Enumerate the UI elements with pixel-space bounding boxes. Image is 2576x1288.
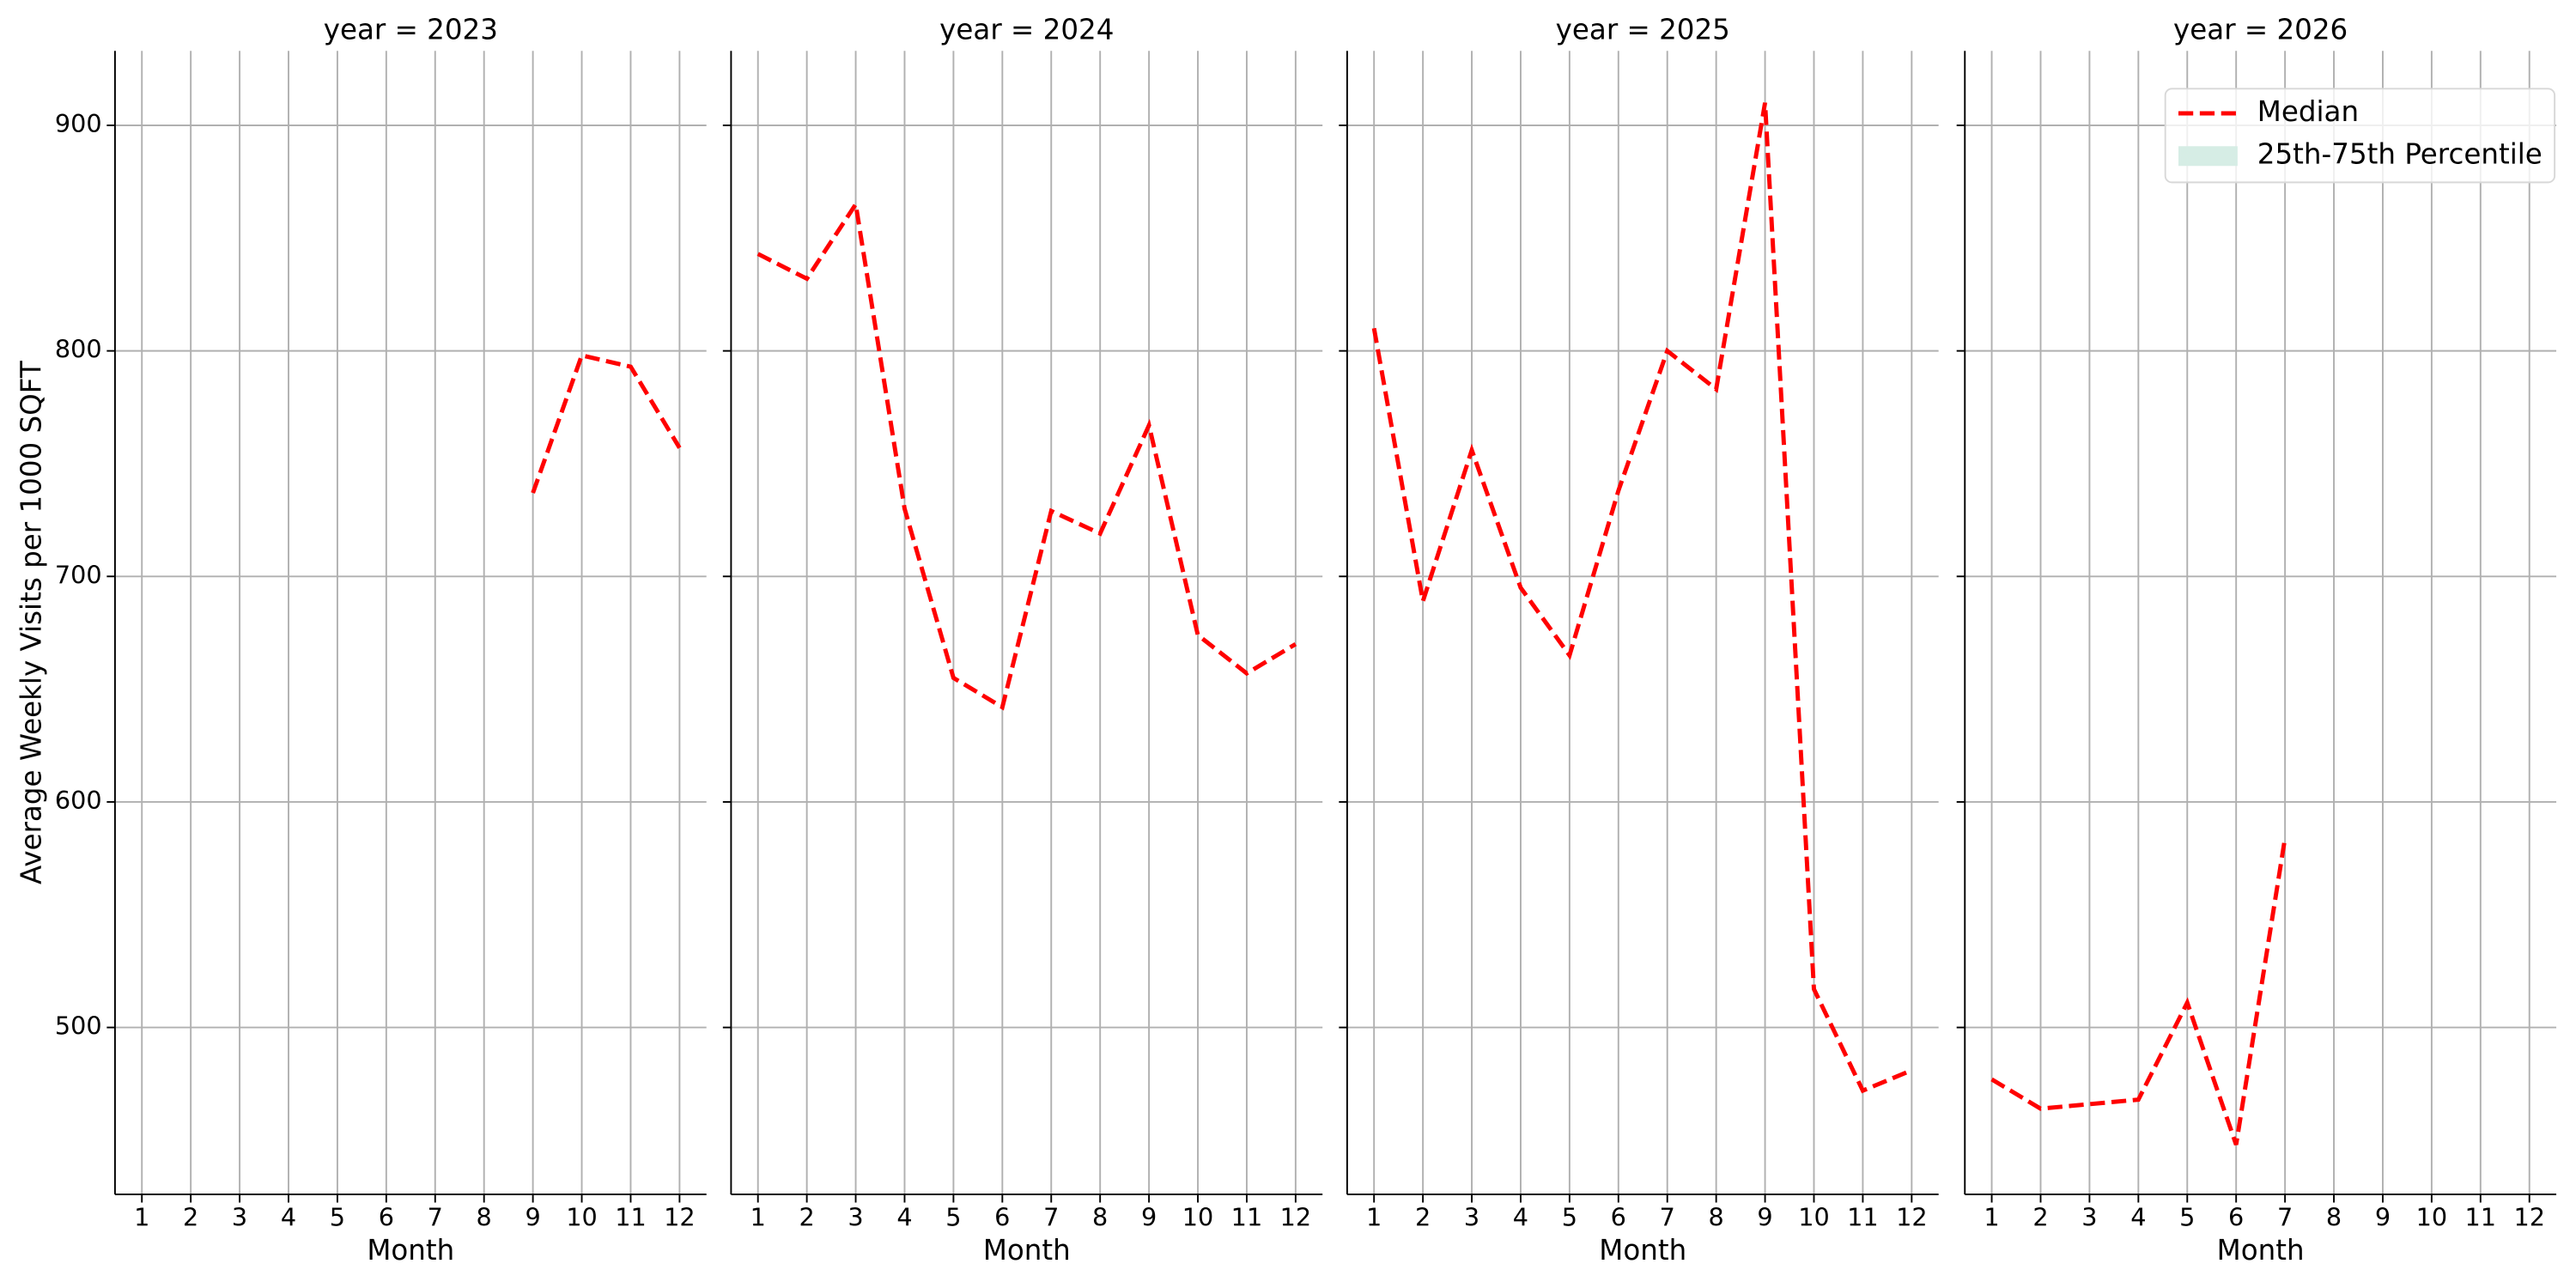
x-tick-label: 1	[1366, 1203, 1382, 1232]
x-tick-label: 1	[1984, 1203, 1999, 1232]
x-tick-label: 6	[1611, 1203, 1626, 1232]
y-axis-label: Average Weekly Visits per 1000 SQFT	[15, 361, 47, 884]
panel-title: year = 2025	[1556, 13, 1730, 46]
x-tick-label: 4	[2130, 1203, 2146, 1232]
x-tick-label: 5	[1562, 1203, 1577, 1232]
x-tick-label: 4	[896, 1203, 912, 1232]
x-tick-label: 8	[1709, 1203, 1724, 1232]
x-tick-label: 1	[750, 1203, 766, 1232]
panel-title: year = 2024	[939, 13, 1114, 46]
x-tick-label: 11	[1231, 1203, 1263, 1232]
x-tick-label: 9	[1141, 1203, 1157, 1232]
x-tick-label: 2	[1415, 1203, 1431, 1232]
x-tick-label: 1	[134, 1203, 149, 1232]
median-line	[756, 198, 1297, 711]
x-tick-label: 10	[1182, 1203, 1214, 1232]
x-axis-label: Month	[2217, 1234, 2305, 1267]
x-tick-label: 8	[1092, 1203, 1108, 1232]
panel-title: year = 2023	[324, 13, 498, 46]
y-tick-label: 800	[55, 335, 102, 364]
x-tick-label: 5	[2179, 1203, 2195, 1232]
x-tick-label: 6	[379, 1203, 394, 1232]
x-tick-label: 7	[1043, 1203, 1059, 1232]
x-tick-label: 8	[477, 1203, 492, 1232]
x-tick-label: 3	[1464, 1203, 1479, 1232]
y-tick-label: 700	[55, 560, 102, 589]
x-axis-label: Month	[1599, 1234, 1686, 1267]
x-tick-label: 11	[2465, 1203, 2497, 1232]
median-line	[1371, 102, 1913, 1094]
x-tick-label: 5	[945, 1203, 961, 1232]
x-axis-label: Month	[983, 1234, 1071, 1267]
x-tick-label: 12	[2513, 1203, 2545, 1232]
x-tick-label: 10	[1798, 1203, 1830, 1232]
x-tick-label: 6	[2228, 1203, 2244, 1232]
legend-label: Median	[2257, 95, 2359, 128]
y-tick-label: 500	[55, 1012, 102, 1041]
x-tick-label: 9	[2375, 1203, 2391, 1232]
x-tick-label: 10	[2416, 1203, 2448, 1232]
x-tick-label: 7	[428, 1203, 443, 1232]
x-tick-label: 4	[281, 1203, 296, 1232]
x-tick-label: 11	[615, 1203, 647, 1232]
x-tick-label: 10	[566, 1203, 598, 1232]
median-line	[531, 352, 682, 494]
x-tick-label: 8	[2326, 1203, 2342, 1232]
x-tick-label: 7	[1660, 1203, 1675, 1232]
x-tick-label: 6	[994, 1203, 1010, 1232]
x-axis-label: Month	[367, 1234, 454, 1267]
x-tick-label: 7	[2277, 1203, 2293, 1232]
x-tick-label: 9	[1757, 1203, 1772, 1232]
legend-box	[2164, 88, 2556, 184]
x-tick-label: 12	[1896, 1203, 1928, 1232]
x-tick-label: 2	[799, 1203, 815, 1232]
panel-title: year = 2026	[2173, 13, 2348, 46]
x-tick-label: 3	[848, 1203, 863, 1232]
legend-swatch	[2178, 146, 2238, 167]
y-tick-label: 600	[55, 786, 102, 815]
x-tick-label: 3	[232, 1203, 247, 1232]
x-tick-label: 5	[330, 1203, 345, 1232]
x-tick-label: 2	[2032, 1203, 2048, 1232]
x-tick-label: 2	[183, 1203, 198, 1232]
x-tick-label: 4	[1513, 1203, 1528, 1232]
legend-label: 25th-75th Percentile	[2257, 138, 2543, 171]
x-tick-label: 12	[664, 1203, 696, 1232]
x-tick-label: 3	[2081, 1203, 2097, 1232]
x-tick-label: 9	[525, 1203, 540, 1232]
x-tick-label: 11	[1847, 1203, 1879, 1232]
y-tick-label: 900	[55, 109, 102, 138]
median-line	[1990, 837, 2287, 1145]
x-tick-label: 12	[1280, 1203, 1312, 1232]
